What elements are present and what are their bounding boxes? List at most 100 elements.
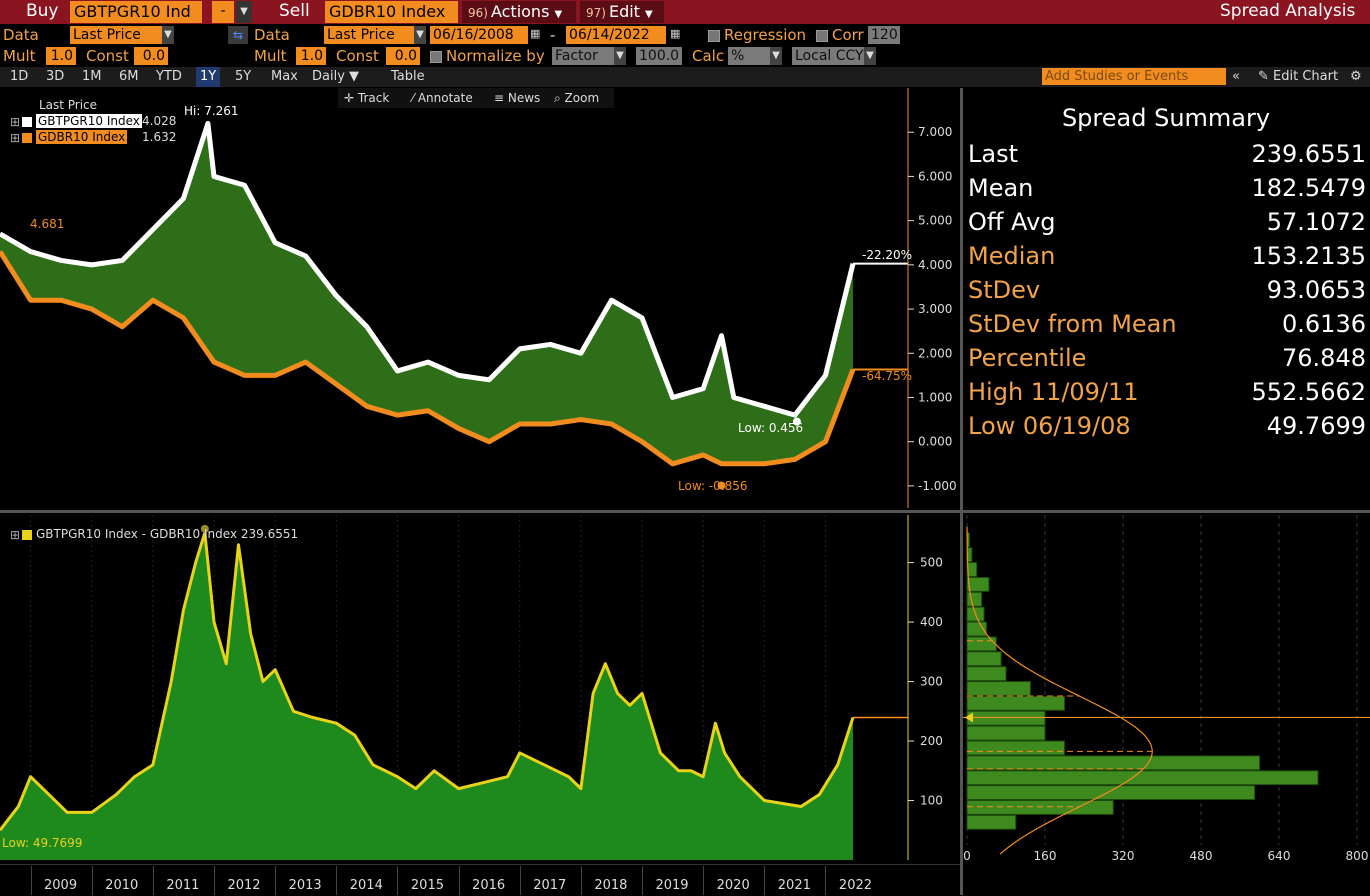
corr-window-field[interactable]: 120 [868,26,900,44]
calc-select[interactable]: % [728,47,770,65]
expand-icon[interactable]: ⊞ [10,528,21,542]
summary-row: Percentile 76.848 [968,341,1366,375]
track-tool[interactable]: ✛ Track [344,91,390,105]
hist-bar [966,695,1065,711]
y-tick-label: 300 [920,675,943,689]
table-button[interactable]: Table [391,69,425,84]
const2-label: Const [336,47,379,65]
news-tool[interactable]: ≡ News [494,91,541,105]
corr-checkbox[interactable] [816,30,828,42]
year-label: 2013 [288,878,322,893]
spread-line [0,531,855,832]
chevron-down-icon[interactable]: ▼ [414,26,426,44]
period-ytd[interactable]: YTD [156,69,182,84]
buy-label: Buy [26,1,59,21]
frequency-select[interactable]: Daily ▼ [312,69,360,84]
currency-select[interactable]: Local CCY [792,47,864,65]
period-5y[interactable]: 5Y [235,69,252,84]
series2-value: 1.632 [142,130,177,144]
regression-checkbox[interactable] [708,30,720,42]
collapse-icon[interactable]: « [1232,69,1240,84]
top-command-bar [0,0,1370,24]
page-title: Spread Analysis [1220,1,1356,21]
year-separator [825,866,827,895]
calendar-icon[interactable]: ▦ [530,27,541,40]
hist-x-tick-label: 800 [1346,849,1369,863]
summary-row: StDev 93.0653 [968,273,1366,307]
spread-chart[interactable]: 500 400 300 200 100 [0,515,960,865]
edit-menu-button[interactable]: 97) Edit ▼ [580,1,664,23]
expand-icon[interactable]: ⊞ [10,115,21,129]
mult-field[interactable]: 1.0 [46,47,76,65]
hist-bar [966,681,1031,696]
const2-field[interactable]: 0.0 [386,47,420,65]
sell-ticker-field[interactable]: GDBR10 Index [325,1,458,23]
calendar-icon[interactable]: ▦ [670,27,681,40]
data2-select[interactable]: Last Price [324,26,414,44]
chevron-down-icon[interactable]: ▼ [770,47,782,65]
summary-key: Off Avg [968,208,1056,236]
const-field[interactable]: 0.0 [134,47,168,65]
annotate-tool[interactable]: ⁄ Annotate [412,91,473,105]
high-point-marker [200,524,209,533]
period-max[interactable]: Max [271,69,298,84]
expand-icon[interactable]: ⊞ [10,131,21,145]
chart-tools-bar [338,88,614,108]
summary-value: 552.5662 [1251,378,1366,406]
chevron-down-icon[interactable]: ▼ [864,47,876,65]
summary-key: StDev [968,276,1041,304]
spread-swatch [22,530,32,540]
gear-icon[interactable]: ⚙ [1350,69,1362,84]
end-date-field[interactable]: 06/14/2022 [566,26,666,44]
chevron-down-icon[interactable]: ▼ [162,26,174,44]
period-1m[interactable]: 1M [82,69,102,84]
hist-x-tick-label: 0 [963,849,971,863]
summary-row: Low 06/19/08 49.7699 [968,409,1366,443]
year-separator [275,866,277,895]
mult2-label: Mult [254,47,287,65]
period-3d[interactable]: 3D [46,69,65,84]
zoom-tool[interactable]: ⌕ Zoom [554,91,600,105]
low-annotation-2: Low: -0.856 [678,479,748,493]
year-axis [0,864,960,896]
buy-ticker-field[interactable]: GBTPGR10 Ind [70,1,202,23]
chevron-down-icon[interactable]: ▼ [614,47,626,65]
data-select[interactable]: Last Price [70,26,162,44]
series2-swatch [22,133,32,143]
year-label: 2015 [410,878,444,893]
y-tick-label: 400 [920,615,943,629]
actions-menu-button[interactable]: 96) Actions ▼ [462,1,576,23]
year-separator [519,866,521,895]
spread-low-annotation: Low: 49.7699 [2,836,83,850]
chevron-down-icon[interactable]: ▼ [236,1,252,23]
y-tick-label: 5.000 [918,214,952,228]
low-point-marker [792,417,801,426]
period-1d[interactable]: 1D [10,69,29,84]
series1-name: GBTPGR10 Index [36,114,142,128]
hist-x-tick-label: 640 [1268,849,1291,863]
hist-bar [966,710,1046,726]
normalize-checkbox[interactable] [430,51,442,63]
start-date-field[interactable]: 06/16/2008 [430,26,528,44]
swap-minus-button[interactable]: - [212,1,234,23]
year-separator [580,866,582,895]
summary-value: 76.848 [1282,344,1366,372]
edit-chart-button[interactable]: ✎ Edit Chart [1258,69,1339,84]
period-6m[interactable]: 6M [119,69,139,84]
y-tick-label: 2.000 [918,346,952,360]
period-1y[interactable]: 1Y [196,67,221,87]
add-studies-input[interactable]: Add Studies or Events [1042,68,1226,85]
distribution-histogram[interactable]: 0 160 320 480 640 800 [963,515,1370,865]
swap-arrows-icon[interactable]: ⇆ [228,26,248,44]
yield-chart[interactable]: 7.000 6.000 5.000 4.000 3.000 2.000 1.000 0.000… [0,88,960,508]
normalize-select[interactable]: Factor [552,47,614,65]
hist-bar [966,651,1002,667]
y-tick-label: 1.000 [918,390,952,404]
hist-x-tick-label: 160 [1034,849,1057,863]
normalize-factor-field[interactable]: 100.0 [636,47,682,65]
summary-key: Low 06/19/08 [968,412,1131,440]
vertical-divider[interactable] [960,88,963,895]
series1-value: 4.028 [142,114,177,128]
mult2-field[interactable]: 1.0 [296,47,326,65]
pane-divider[interactable] [0,510,1370,513]
